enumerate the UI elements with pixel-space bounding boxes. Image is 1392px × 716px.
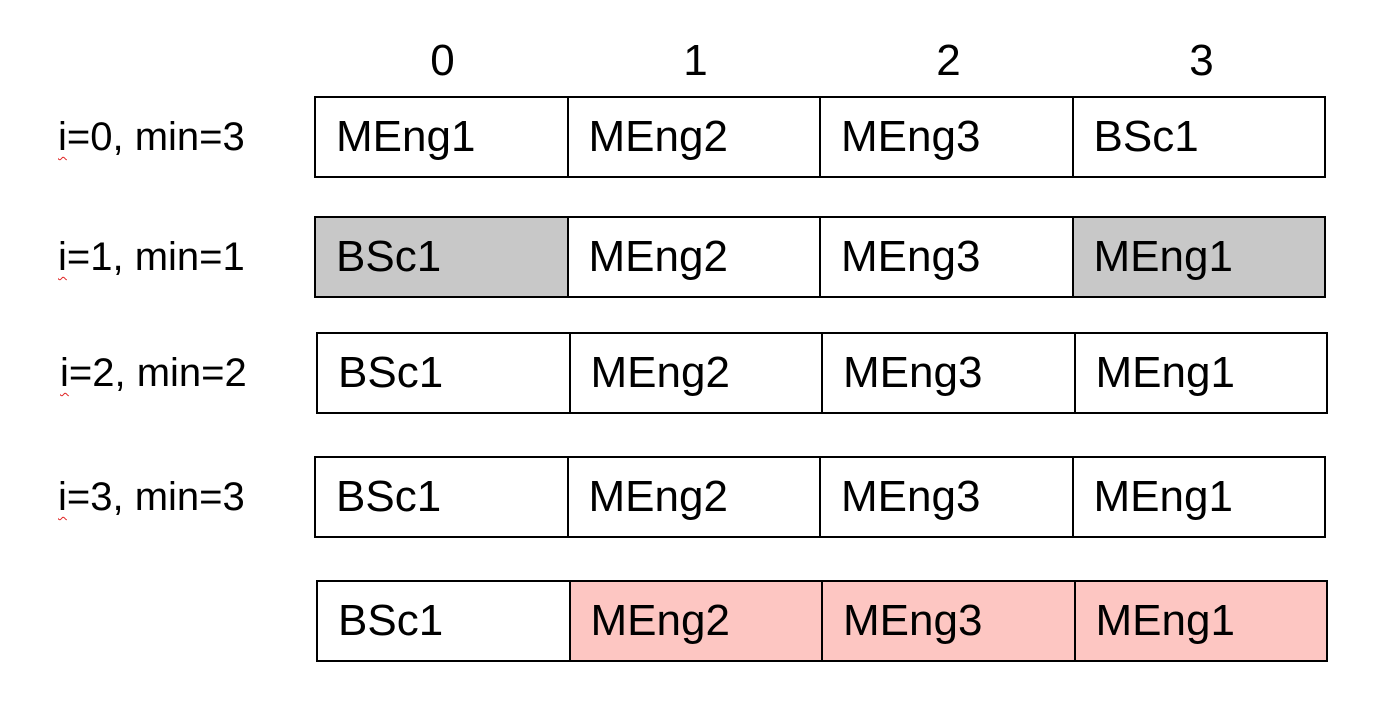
row-label-2: i=2, min=2 <box>60 332 247 414</box>
array-row-3: i=3, min=3 BSc1 MEng2 MEng3 MEng1 <box>0 456 1392 538</box>
array-cell-swapped: MEng1 <box>1073 216 1326 298</box>
array-cells: MEng1 MEng2 MEng3 BSc1 <box>314 96 1326 178</box>
array-cell: MEng3 <box>821 216 1074 298</box>
row-label-1: i=1, min=1 <box>58 216 245 298</box>
array-cell: BSc1 <box>314 456 569 538</box>
row-label-0: i=0, min=3 <box>58 96 245 178</box>
array-cells: BSc1 MEng2 MEng3 MEng1 <box>316 580 1328 662</box>
array-row-2: i=2, min=2 BSc1 MEng2 MEng3 MEng1 <box>0 332 1392 414</box>
row-label-text: =1, min=1 <box>66 235 245 279</box>
array-cell: MEng1 <box>314 96 569 178</box>
array-cells: BSc1 MEng2 MEng3 MEng1 <box>314 456 1326 538</box>
array-cell: MEng2 <box>568 216 821 298</box>
array-cell: MEng2 <box>570 332 823 414</box>
array-cell: MEng1 <box>1075 332 1328 414</box>
index-label-1: 1 <box>683 36 708 85</box>
row-label-text: =3, min=3 <box>66 475 245 519</box>
array-cell: BSc1 <box>1073 96 1326 178</box>
row-label-text: =2, min=2 <box>68 351 247 395</box>
array-cell-sorted: MEng1 <box>1075 580 1328 662</box>
index-label-3: 3 <box>1189 36 1214 85</box>
array-cell: MEng2 <box>568 456 821 538</box>
array-cell: MEng3 <box>821 96 1074 178</box>
row-label-var: i <box>60 351 69 395</box>
array-row-0: i=0, min=3 MEng1 MEng2 MEng3 BSc1 <box>0 96 1392 178</box>
array-cell-sorted: MEng3 <box>823 580 1076 662</box>
array-cell: MEng3 <box>821 456 1074 538</box>
array-cell: MEng1 <box>1073 456 1326 538</box>
index-label-2: 2 <box>936 36 961 85</box>
row-label-text: =0, min=3 <box>66 115 245 159</box>
array-cell: BSc1 <box>316 332 571 414</box>
array-cell: BSc1 <box>316 580 571 662</box>
array-cell: MEng3 <box>823 332 1076 414</box>
array-cells: BSc1 MEng2 MEng3 MEng1 <box>314 216 1326 298</box>
array-row-1: i=1, min=1 BSc1 MEng2 MEng3 MEng1 <box>0 216 1392 298</box>
row-label-3: i=3, min=3 <box>58 456 245 538</box>
row-label-var: i <box>58 115 67 159</box>
row-label-var: i <box>58 475 67 519</box>
row-label-var: i <box>58 235 67 279</box>
array-cell-sorted: MEng2 <box>570 580 823 662</box>
array-cell: MEng2 <box>568 96 821 178</box>
array-cells: BSc1 MEng2 MEng3 MEng1 <box>316 332 1328 414</box>
array-row-final: BSc1 MEng2 MEng3 MEng1 <box>0 580 1392 662</box>
index-label-0: 0 <box>430 36 455 85</box>
array-cell-swapped: BSc1 <box>314 216 569 298</box>
index-header: 0 1 2 3 <box>316 34 1328 88</box>
